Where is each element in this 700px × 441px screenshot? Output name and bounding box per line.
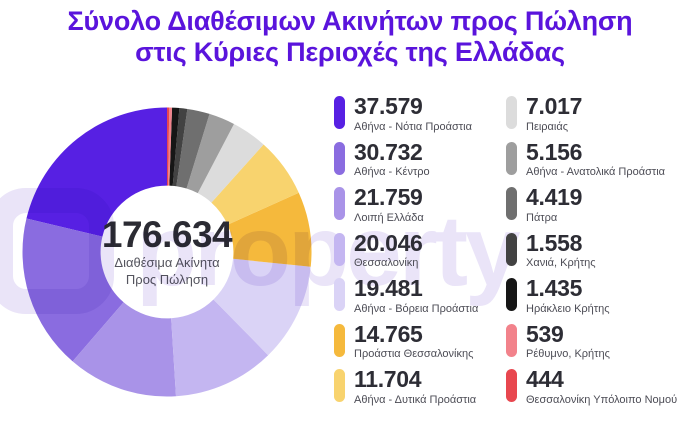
legend-swatch bbox=[506, 141, 517, 175]
legend-value: 1.558 bbox=[526, 229, 583, 256]
legend-item: 539 Ρέθυμνο, Κρήτης bbox=[506, 320, 700, 360]
legend-label: Θεσσαλονίκη Υπόλοιπο Νομού bbox=[526, 393, 678, 406]
legend-swatch bbox=[334, 369, 345, 402]
pie-slice bbox=[211, 144, 299, 225]
legend-value: 7.017 bbox=[526, 93, 583, 119]
legend-swatch bbox=[506, 187, 517, 220]
legend-column-right: 7.017 Πειραιάς 5.156 Αθήνα - Ανατολικά Προά… bbox=[506, 94, 700, 413]
pie-slice bbox=[168, 107, 173, 186]
legend-item: 444 Θεσσαλονίκη Υπόλοιπο Νομού bbox=[506, 366, 700, 406]
legend-swatch bbox=[506, 369, 517, 402]
pie-slice bbox=[197, 123, 264, 203]
legend-value: 19.481 bbox=[354, 275, 423, 301]
legend-swatch bbox=[334, 278, 345, 311]
legend-item: 37.579 Αθήνα - Νότια Προάστια bbox=[334, 93, 506, 133]
legend-swatch bbox=[506, 96, 517, 129]
legend-value: 20.046 bbox=[354, 229, 423, 256]
legend-value: 4.419 bbox=[526, 184, 583, 210]
legend-label: Αθήνα - Ανατολικά Προάστια bbox=[526, 166, 666, 179]
legend-item: 1.558 Χανιά, Κρήτης bbox=[506, 229, 700, 269]
legend-swatch bbox=[506, 278, 517, 311]
page-title: Σύνολο Διαθέσιμων Ακινήτων προς Πώληση σ… bbox=[0, 6, 700, 67]
total-caption-line2: Προς Πώληση bbox=[125, 272, 209, 288]
legend-value: 444 bbox=[526, 366, 564, 392]
legend-value: 11.704 bbox=[354, 366, 422, 392]
legend-label: Πάτρα bbox=[526, 211, 558, 224]
legend-swatch bbox=[334, 323, 345, 357]
legend-value: 30.732 bbox=[354, 138, 423, 165]
legend-value: 21.759 bbox=[354, 184, 423, 210]
pie-slice bbox=[172, 108, 188, 187]
legend-label: Αθήνα - Νότια Προάστια bbox=[354, 120, 472, 133]
legend-item: 20.046 Θεσσαλονίκη bbox=[334, 229, 506, 269]
legend-column-left: 37.579 Αθήνα - Νότια Προάστια 30.732 Αθήνα … bbox=[334, 94, 506, 413]
legend-item: 19.481 Αθήνα - Βόρεια Προάστια bbox=[334, 275, 506, 315]
legend-swatch bbox=[334, 141, 345, 175]
legend-label: Προάστια Θεσσαλονίκης bbox=[354, 348, 474, 361]
legend-item: 21.759 Λοιπή Ελλάδα bbox=[334, 184, 506, 224]
pie-slice bbox=[72, 302, 176, 397]
legend-swatch bbox=[506, 323, 517, 357]
legend-swatch bbox=[334, 232, 345, 266]
legend-item: 4.419 Πάτρα bbox=[506, 184, 700, 224]
legend-label: Αθήνα - Δυτικά Προάστια bbox=[354, 393, 477, 406]
donut-chart: 176.634 Διαθέσιμα Ακίνητα Προς Πώληση bbox=[21, 106, 313, 398]
legend-label: Θεσσαλονίκη bbox=[354, 257, 419, 270]
legend-label: Ηράκλειο Κρήτης bbox=[526, 302, 610, 315]
legend-item: 11.704 Αθήνα - Δυτικά Προάστια bbox=[334, 366, 506, 406]
legend-label: Αθήνα - Κέντρο bbox=[354, 166, 430, 179]
legend-item: 7.017 Πειραιάς bbox=[506, 93, 700, 133]
legend-label: Ρέθυμνο, Κρήτης bbox=[526, 348, 610, 361]
legend-value: 14.765 bbox=[354, 320, 423, 347]
legend-item: 14.765 Προάστια Θεσσαλονίκης bbox=[334, 320, 506, 360]
pie-slice bbox=[169, 107, 180, 186]
donut-center-label: 176.634 Διαθέσιμα Ακίνητα Προς Πώληση bbox=[21, 106, 313, 398]
legend-swatch bbox=[334, 187, 345, 220]
legend-label: Λοιπή Ελλάδα bbox=[354, 211, 424, 224]
pie-slice bbox=[167, 107, 170, 186]
legend-value: 5.156 bbox=[526, 138, 583, 165]
total-value: 176.634 bbox=[101, 213, 233, 255]
page-title-line2: στις Κύριες Περιοχές της Ελλάδας bbox=[135, 36, 565, 67]
pie-slice bbox=[213, 258, 311, 356]
legend-label: Χανιά, Κρήτης bbox=[526, 257, 596, 270]
pie-slice bbox=[227, 192, 312, 267]
legend-swatch bbox=[334, 96, 345, 129]
legend-swatch bbox=[506, 232, 517, 266]
legend-value: 37.579 bbox=[354, 93, 423, 119]
legend-item: 1.435 Ηράκλειο Κρήτης bbox=[506, 275, 700, 315]
total-caption-line1: Διαθέσιμα Ακίνητα bbox=[114, 255, 220, 271]
legend-value: 1.435 bbox=[526, 275, 583, 301]
legend-item: 5.156 Αθήνα - Ανατολικά Προάστια bbox=[506, 138, 700, 178]
legend-value: 539 bbox=[526, 320, 564, 347]
pie-slice bbox=[186, 113, 234, 194]
page-title-line1: Σύνολο Διαθέσιμων Ακινήτων προς Πώληση bbox=[67, 6, 633, 36]
pie-slice bbox=[171, 299, 269, 397]
legend-label: Αθήνα - Βόρεια Προάστια bbox=[354, 302, 479, 315]
legend-item: 30.732 Αθήνα - Κέντρο bbox=[334, 138, 506, 178]
legend-label: Πειραιάς bbox=[526, 120, 569, 133]
pie-slice bbox=[176, 108, 210, 189]
